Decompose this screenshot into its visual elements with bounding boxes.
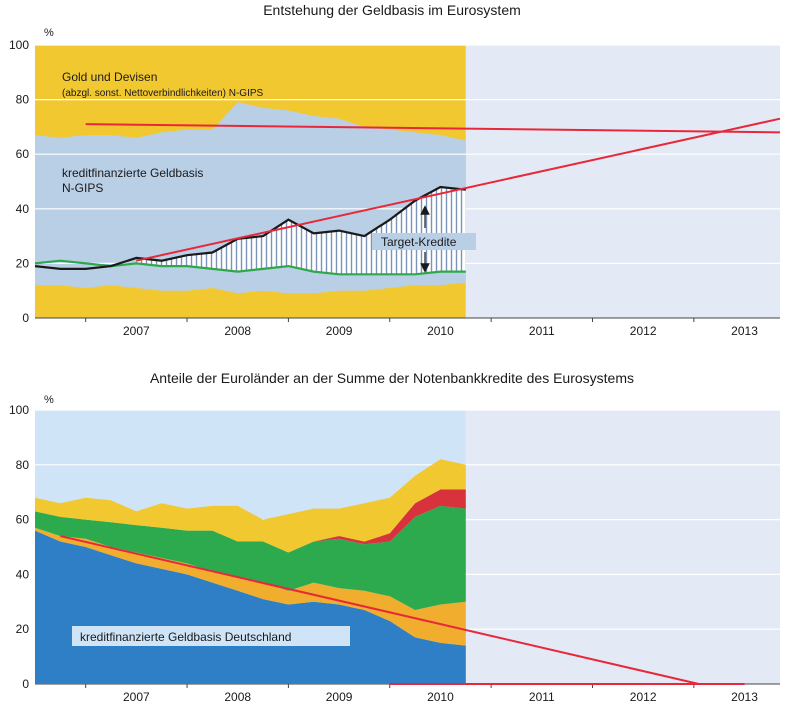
chart2-stack-orange	[35, 527, 466, 646]
target-label: Target-Kredite	[381, 235, 457, 249]
chart2-xtick-2013: 2013	[731, 690, 758, 704]
chart-geldbasis: Entstehung der Geldbasis im Eurosystem %…	[9, 2, 781, 338]
chart2-xtick-2011: 2011	[529, 690, 555, 704]
chart1-ytick-80: 80	[16, 93, 30, 107]
chart1-xtick-2008: 2008	[224, 324, 251, 338]
chart2-ytick-20: 20	[16, 622, 30, 636]
chart2-ytick-80: 80	[16, 458, 30, 472]
chart1-unit: %	[44, 27, 54, 39]
chart1-xtick-2007: 2007	[123, 324, 150, 338]
chart2-ytick-40: 40	[16, 567, 30, 581]
chart2-xtick-2009: 2009	[326, 690, 353, 704]
de-label: kreditfinanzierte Geldbasis Deutschland	[80, 630, 291, 644]
chart1-ytick-20: 20	[16, 256, 30, 270]
chart2-xtick-2012: 2012	[630, 690, 657, 704]
chart2-unit: %	[44, 394, 54, 406]
chart-anteile: Anteile der Euroländer an der Summe der …	[9, 370, 780, 704]
gold-label: Gold und Devisen	[62, 70, 157, 84]
de-label-bg	[72, 626, 350, 646]
chart1-xtick-2010: 2010	[427, 324, 454, 338]
chart2-xtick-2008: 2008	[224, 690, 251, 704]
chart2-title: Anteile der Euroländer an der Summe der …	[150, 370, 634, 386]
chart1-line-black	[34, 185, 466, 270]
target-label-bg	[372, 233, 476, 250]
chart1-title: Entstehung der Geldbasis im Eurosystem	[263, 2, 521, 18]
chart2-trendline-1	[60, 535, 700, 685]
chart1-ytick-0: 0	[22, 311, 29, 325]
chart2-projection-area	[465, 410, 780, 684]
chart2-ytick-100: 100	[9, 403, 29, 417]
chart2-annotations: kreditfinanzierte Geldbasis Deutschland	[72, 626, 350, 646]
chart1-ytick-100: 100	[9, 38, 29, 52]
chart2-xtick-2010: 2010	[427, 690, 454, 704]
credit-label-line2: N-GIPS	[62, 181, 103, 195]
chart1-annotations: Gold und Devisen (abzgl. sonst. Nettover…	[62, 70, 476, 273]
chart1-plot: 0 20 40 60 80 100 2007 2008 2009 2010 2011 2012 2013	[9, 38, 781, 338]
chart1-ytick-60: 60	[16, 147, 30, 161]
chart1-target-hatch	[136, 187, 466, 275]
chart1-trendline-2	[136, 117, 781, 262]
chart1-projection-area	[465, 45, 780, 318]
chart2-stack-green	[35, 505, 466, 610]
chart1-xtick-2011: 2011	[529, 324, 555, 338]
chart1-ytick-40: 40	[16, 202, 30, 216]
chart1-trendline-1	[85, 123, 781, 134]
chart2-stack-yellow	[35, 459, 466, 553]
chart2-ytick-0: 0	[22, 677, 29, 691]
chart1-xtick-2009: 2009	[326, 324, 353, 338]
chart2-xtick-2007: 2007	[123, 690, 150, 704]
chart1-xtick-2013: 2013	[731, 324, 758, 338]
credit-label-line1: kreditfinanzierte Geldbasis	[62, 166, 203, 180]
chart2-plot: 0 20 40 60 80 100 2007 2008 2009 2010 2011 2012 2013	[9, 403, 780, 704]
chart1-xtick-2012: 2012	[630, 324, 657, 338]
gold-sublabel: (abzgl. sonst. Nettoverbindlichkeiten) N…	[62, 88, 264, 99]
chart2-ytick-60: 60	[16, 513, 30, 527]
